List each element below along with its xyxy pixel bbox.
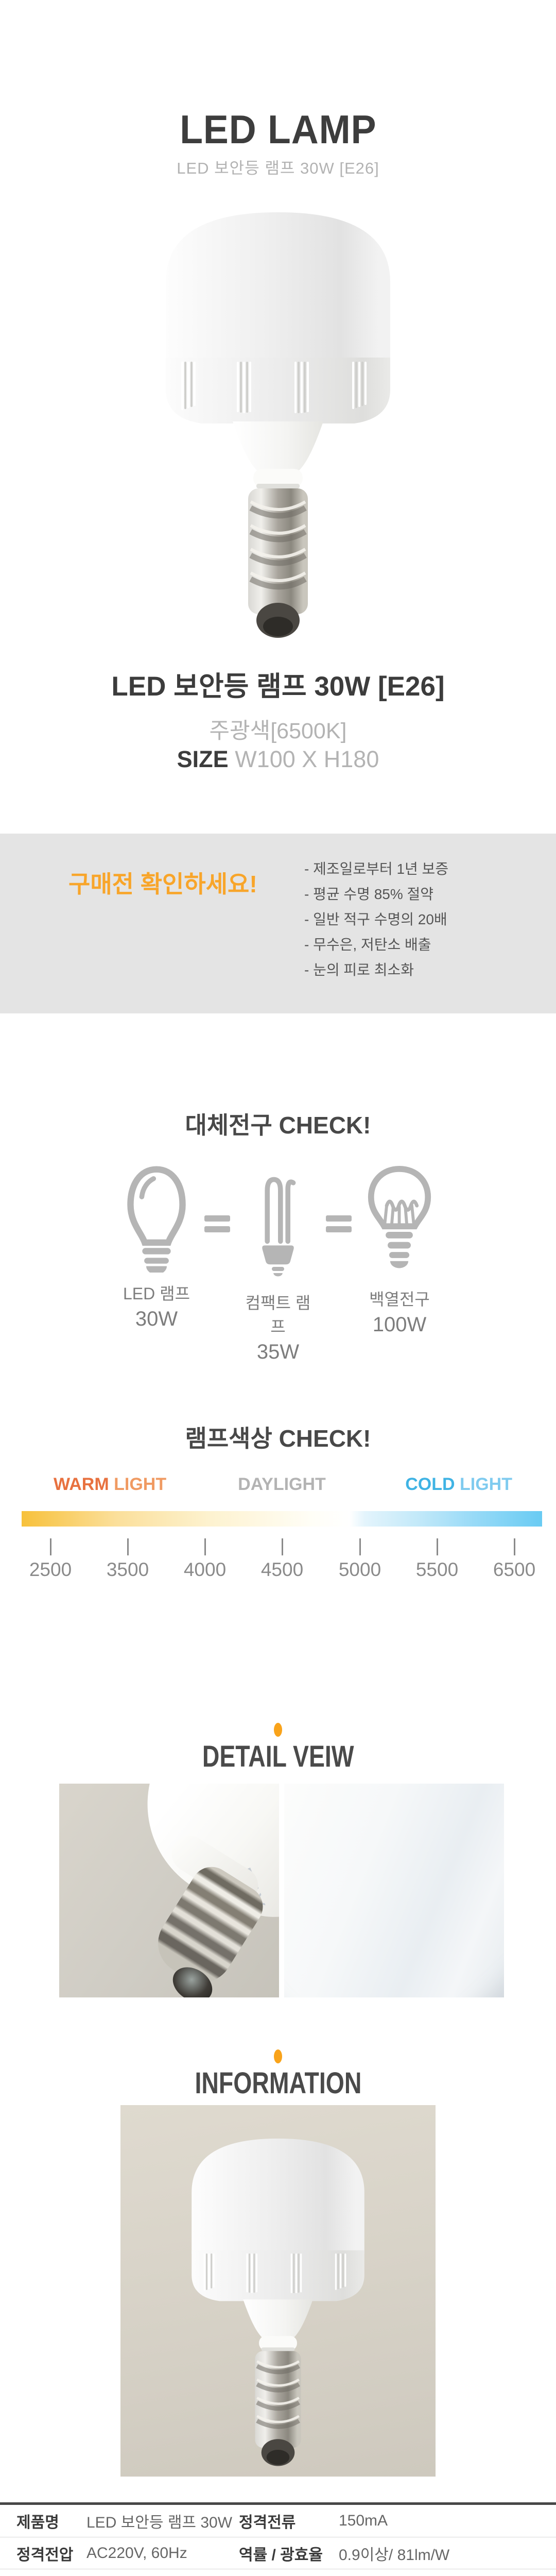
warm-light-label: WARM LIGHT <box>54 1475 167 1494</box>
alt-col-cfl: 컴팩트 램프 35W <box>239 1165 317 1364</box>
scale-value: 3500 <box>106 1559 149 1580</box>
detail-photo-base: DAY <box>59 1784 279 1997</box>
color-temperature-gradient-bar <box>22 1511 542 1527</box>
led-bulb-icon <box>127 1166 186 1273</box>
spec-table: 제품명 LED 보안등 램프 30W 정격전류 150mA 정격전압 AC220… <box>0 2502 556 2576</box>
page-subtitle: LED 보안등 램프 30W [E26] <box>177 159 379 177</box>
lamp-color-heading: 램프색상 CHECK! <box>185 1425 371 1452</box>
alt-watt: 35W <box>256 1341 300 1363</box>
equals-icon <box>326 1215 352 1232</box>
information-photo <box>120 2105 436 2477</box>
alt-watt: 30W <box>135 1308 178 1330</box>
notice-heading: 구매전 확인하세요! <box>68 871 257 897</box>
scale-tick <box>437 1538 438 1555</box>
spec-value: 150mA <box>339 2512 388 2529</box>
spec-label: 제품명 <box>16 2514 59 2531</box>
spec-label: 정격전압 <box>16 2546 74 2564</box>
scale-value: 2500 <box>29 1559 72 1580</box>
information-photo-bulb <box>187 2133 369 2474</box>
cfl-bulb-icon <box>262 1177 296 1277</box>
notice-item: - 평균 수명 85% 절약 <box>304 886 434 902</box>
alt-name: 컴팩트 램프 <box>245 1294 311 1336</box>
alt-name: 백열전구 <box>369 1290 430 1309</box>
spec-value: 0.9이상/ 81lm/W <box>339 2546 450 2564</box>
section-dot-icon <box>274 1723 282 1737</box>
notice-item: - 무수은, 저탄소 배출 <box>304 937 431 953</box>
daylight-label: DAYLIGHT <box>238 1475 326 1494</box>
alt-watt: 100W <box>372 1313 427 1336</box>
notice-item: - 눈의 피로 최소화 <box>304 962 414 978</box>
incandescent-bulb-icon <box>368 1165 431 1268</box>
spec-label: 정격전력 <box>0 2574 86 2576</box>
information-heading: INFORMATION <box>195 2066 361 2100</box>
scale-value: 6500 <box>493 1559 536 1580</box>
section-dot-icon <box>274 2049 282 2063</box>
scale-tick <box>514 1538 515 1555</box>
scale-value: 4000 <box>183 1559 227 1580</box>
scale-value: 4500 <box>260 1559 304 1580</box>
spec-value: 백열전구 100W <box>339 2574 556 2576</box>
scale-tick <box>359 1538 361 1555</box>
spec-value: AC220V, 60Hz <box>86 2544 187 2562</box>
table-row: 정격전력 30W 대체광원 백열전구 100W <box>0 2569 556 2576</box>
detail-view-heading: DETAIL VEIW <box>202 1740 354 1773</box>
scale-value: 5000 <box>338 1559 381 1580</box>
product-name: LED 보안등 램프 30W [E26] <box>111 671 445 702</box>
size-value: W100 X H180 <box>228 746 379 772</box>
notice-item: - 일반 적구 수명의 20배 <box>304 911 447 927</box>
scale-value: 5500 <box>415 1559 459 1580</box>
scale-tick <box>282 1538 283 1555</box>
scale-tick <box>127 1538 129 1555</box>
product-size: SIZE W100 X H180 <box>0 746 556 773</box>
purchase-notice-box: 구매전 확인하세요! - 제조일로부터 1년 보증 - 평균 수명 85% 절약… <box>0 834 556 1013</box>
page-title: LED LAMP <box>179 107 377 152</box>
spec-label: 역률 / 광효율 <box>239 2546 323 2564</box>
table-row: 정격전압 AC220V, 60Hz 역률 / 광효율 0.9이상/ 81lm/W <box>0 2537 556 2569</box>
alt-col-led: LED 램프 30W <box>118 1165 195 1331</box>
size-label: SIZE <box>177 746 229 772</box>
product-photo-bulb <box>166 212 390 638</box>
alt-col-incandescent: 백열전구 100W <box>361 1165 438 1336</box>
notice-item: - 제조일로부터 1년 보증 <box>304 861 449 877</box>
spec-label: 대체광원 <box>239 2574 339 2576</box>
equals-icon <box>204 1215 230 1232</box>
cold-light-label: COLD LIGHT <box>405 1475 512 1494</box>
scale-tick <box>50 1538 51 1555</box>
alternative-bulb-row: LED 램프 30W 컴팩트 램프 35W <box>0 1165 556 1364</box>
alternative-bulb-heading: 대체전구 CHECK! <box>185 1112 371 1139</box>
alt-name: LED 램프 <box>123 1284 190 1303</box>
notice-list: - 제조일로부터 1년 보증 - 평균 수명 85% 절약 - 일반 적구 수명… <box>304 856 448 982</box>
table-row: 제품명 LED 보안등 램프 30W 정격전류 150mA <box>0 2505 556 2537</box>
detail-photo-diffuser <box>284 1784 504 1997</box>
spec-label: 정격전류 <box>239 2514 296 2531</box>
product-color-temp: 주광색[6500K] <box>209 719 347 743</box>
color-zone-labels: WARM LIGHT DAYLIGHT COLD LIGHT <box>22 1475 542 1497</box>
spec-value: LED 보안등 램프 30W <box>86 2514 233 2531</box>
scale-tick <box>204 1538 206 1555</box>
